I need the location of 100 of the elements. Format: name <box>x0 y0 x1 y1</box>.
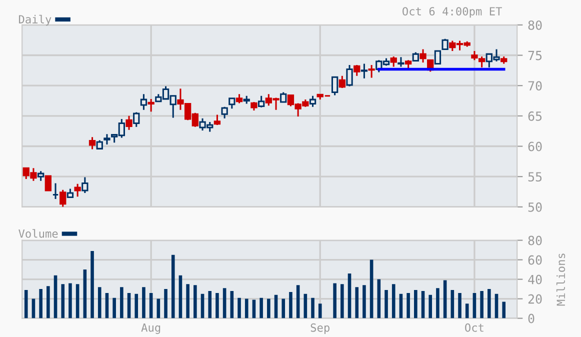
bar <box>46 286 50 318</box>
candlestick <box>74 183 81 198</box>
bar <box>480 290 484 318</box>
bar <box>421 290 425 318</box>
candlestick <box>44 175 52 192</box>
bar <box>68 283 72 318</box>
candlestick <box>140 93 148 111</box>
bar <box>502 302 506 318</box>
bar <box>311 298 314 318</box>
bar <box>164 289 168 318</box>
bar <box>406 292 410 318</box>
bar <box>194 285 197 318</box>
candlestick <box>280 92 287 103</box>
bar <box>436 288 440 318</box>
candlestick <box>214 114 221 126</box>
y-tick-label: 0 <box>528 314 534 324</box>
bar <box>83 270 87 318</box>
bar <box>105 292 109 318</box>
bar <box>171 254 175 318</box>
candlestick <box>442 38 448 50</box>
bar <box>149 292 153 318</box>
bar <box>282 298 286 318</box>
candlestick <box>96 139 103 150</box>
candlestick <box>148 98 154 112</box>
bar <box>134 294 138 318</box>
y-tick-label: 60 <box>528 142 542 152</box>
bar <box>178 275 182 318</box>
candlestick <box>236 93 243 104</box>
bar <box>222 288 226 318</box>
text: Oct 6 4:00pm ET <box>402 7 502 18</box>
y-tick-label: 40 <box>528 274 542 284</box>
bar <box>90 251 94 318</box>
candlestick <box>404 59 412 70</box>
bar <box>450 290 454 318</box>
y-tick-label: 65 <box>528 111 542 121</box>
bar <box>267 298 270 318</box>
candlestick <box>331 76 338 96</box>
y-tick-label: 55 <box>528 172 542 182</box>
bar <box>61 284 65 318</box>
y-tick-label: 20 <box>528 294 542 304</box>
bar <box>458 292 462 318</box>
bar <box>414 290 418 318</box>
y-tick-label: 50 <box>528 202 542 212</box>
bar <box>98 287 102 318</box>
candlestick <box>60 189 66 207</box>
bar <box>377 279 381 318</box>
bar <box>362 285 366 318</box>
bar <box>384 290 388 318</box>
candlestick <box>133 112 140 128</box>
candlestick <box>354 64 360 77</box>
candlestick <box>338 75 346 89</box>
candlestick <box>346 64 353 87</box>
bar <box>186 284 190 318</box>
candlestick <box>390 56 397 68</box>
y-tick-label: 75 <box>528 50 542 60</box>
candlestick <box>420 48 426 64</box>
candlestick <box>368 64 375 78</box>
x-tick-label: Aug <box>141 323 160 334</box>
legend-label: Volume <box>18 229 58 238</box>
y-tick-label: 80 <box>528 236 542 246</box>
bar <box>39 289 42 318</box>
candlestick <box>228 98 236 110</box>
bar <box>244 298 248 318</box>
bar <box>289 292 292 318</box>
bar <box>216 292 219 318</box>
bar <box>76 284 80 318</box>
candlestick <box>221 106 228 120</box>
candlestick <box>88 136 96 150</box>
bar <box>488 289 491 318</box>
bar <box>120 287 124 318</box>
bar <box>392 284 396 318</box>
bar <box>370 260 374 318</box>
y-tick-label: 70 <box>528 81 542 91</box>
candlestick <box>434 50 442 65</box>
bar <box>465 304 469 318</box>
bar <box>472 292 476 318</box>
candlestick <box>412 51 419 62</box>
bar <box>260 298 263 318</box>
bar <box>238 298 241 318</box>
bar <box>333 283 336 318</box>
bar <box>296 285 300 318</box>
candlestick <box>82 176 88 194</box>
candlestick <box>309 95 316 108</box>
bar <box>428 294 432 318</box>
y-axis-title: Millions <box>556 254 566 306</box>
candlestick <box>360 62 368 80</box>
candlestick <box>37 170 44 182</box>
bar <box>112 298 116 318</box>
bar <box>340 284 344 318</box>
x-tick-label: Sep <box>310 323 330 334</box>
bar <box>230 290 234 318</box>
bar <box>208 290 212 318</box>
candlestick <box>126 115 132 131</box>
bar <box>54 275 58 318</box>
x-tick-label: Oct <box>465 323 484 332</box>
candlestick <box>398 56 404 68</box>
bar <box>24 290 28 318</box>
bar <box>127 292 131 318</box>
bar <box>318 304 322 318</box>
legend-label: Daily <box>18 14 52 26</box>
